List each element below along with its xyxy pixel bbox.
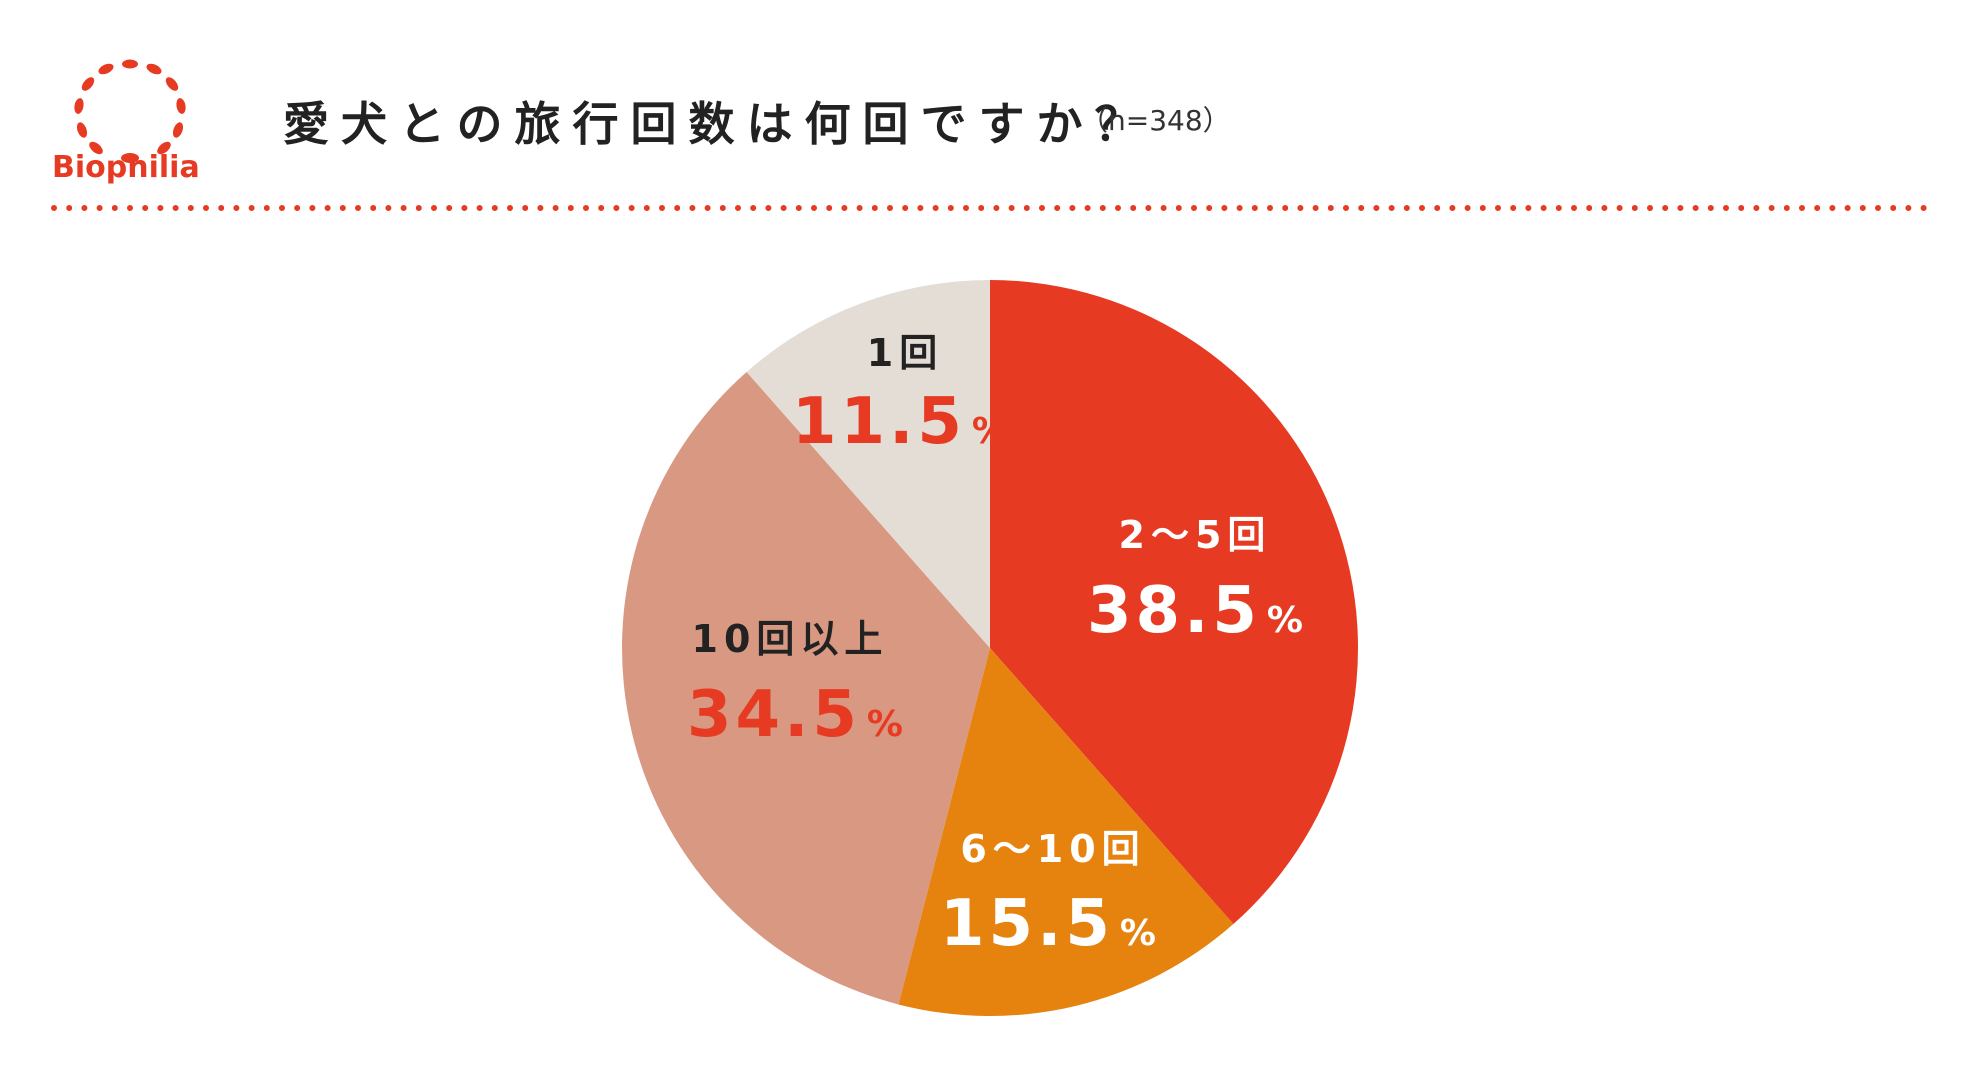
sample-size: （n=348） <box>1080 104 1231 137</box>
slice-value-6-10kai: 15.5% <box>940 887 1156 961</box>
slice-label-10kaiplus: 10回以上 <box>692 617 889 661</box>
slice-label-6-10kai: 6～10回 <box>960 827 1145 871</box>
pie-slice-2-5kai <box>990 280 1359 925</box>
page-title: 愛犬との旅行回数は何回ですか？ <box>283 97 1153 151</box>
slice-value-unit: % <box>867 704 903 745</box>
pie-slice-10kaiplus <box>621 371 990 1005</box>
slice-value-2-5kai: 38.5% <box>1087 574 1303 648</box>
slice-value-number: 11.5 <box>792 385 966 459</box>
pie-slice-6-10kai <box>898 648 1234 1016</box>
slice-value-1kai: 11.5% <box>792 385 1008 459</box>
biophilia-logo-icon <box>74 59 186 163</box>
slice-label-1kai: 1回 <box>867 331 943 375</box>
slice-value-unit: % <box>1267 600 1303 641</box>
slice-value-unit: % <box>1120 913 1156 954</box>
dotted-divider <box>51 205 1937 211</box>
slice-label-2-5kai: 2～5回 <box>1119 513 1272 557</box>
slice-value-number: 38.5 <box>1087 574 1261 648</box>
slice-value-10kaiplus: 34.5% <box>687 678 903 752</box>
pie-slice-1kai <box>746 280 990 648</box>
slice-value-number: 34.5 <box>687 678 861 752</box>
slice-value-unit: % <box>972 411 1008 452</box>
logo-text: Biophilia <box>52 150 200 185</box>
slice-value-number: 15.5 <box>940 887 1114 961</box>
